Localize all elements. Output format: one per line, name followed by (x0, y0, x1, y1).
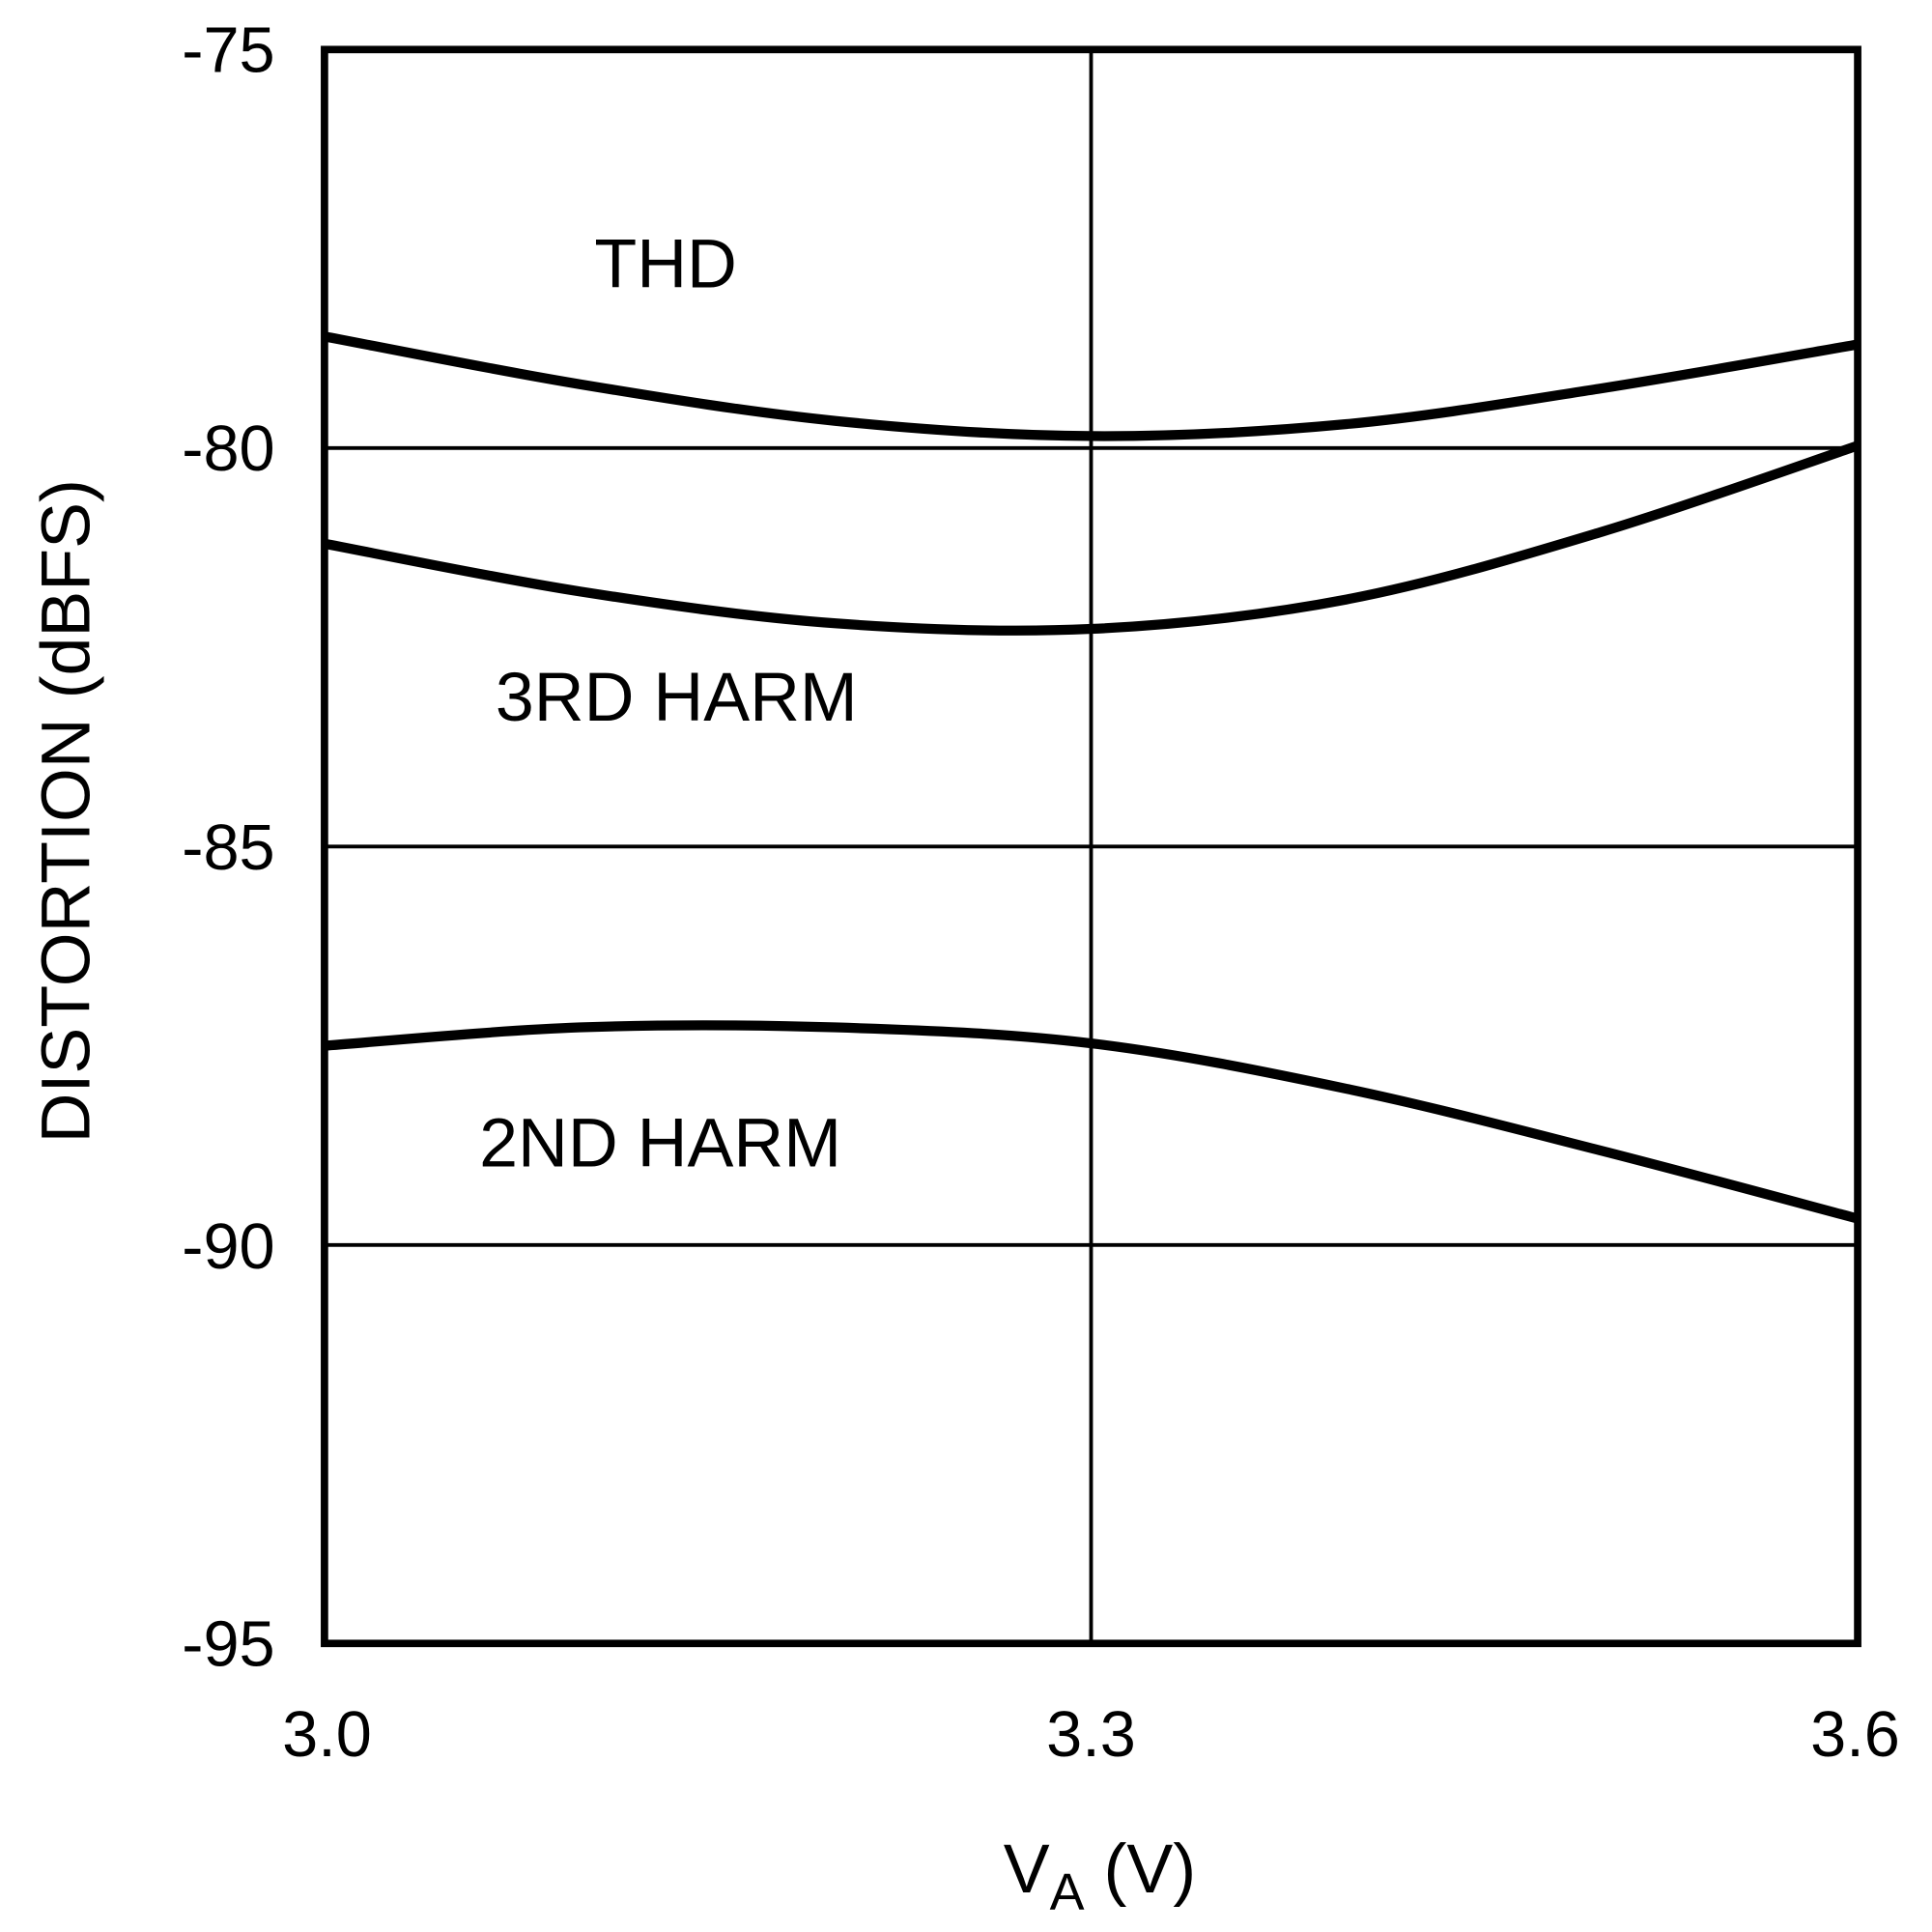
x-axis-label-main: V (1004, 1831, 1050, 1908)
y-tick-label: -75 (182, 14, 274, 86)
x-tick-label: 3.0 (282, 1699, 372, 1771)
y-axis-label: DISTORTION (dBFS) (27, 479, 104, 1143)
grid-lines (324, 49, 1859, 1644)
series-label-2nd-harm: 2ND HARM (479, 1105, 841, 1182)
series-label-thd: THD (594, 225, 737, 302)
series-label-3rd-harm: 3RD HARM (496, 659, 858, 736)
series-line-3rd-harm (323, 440, 1860, 636)
series-lines (323, 331, 1860, 1224)
y-tick-label: -90 (182, 1211, 274, 1283)
plot-frame (321, 45, 1861, 1648)
series-line-thd (323, 331, 1859, 441)
y-tick-label: -95 (182, 1608, 274, 1680)
x-tick-label: 3.6 (1810, 1699, 1900, 1771)
x-axis-label-unit: (V) (1085, 1831, 1197, 1908)
x-tick-label: 3.3 (1046, 1699, 1136, 1771)
x-axis-label: VA (V) (1004, 1831, 1196, 1921)
y-tick-label: -85 (182, 812, 274, 884)
y-tick-label: -80 (182, 413, 274, 485)
series-line-2nd-harm (324, 1020, 1860, 1224)
x-axis-label-subscript: A (1050, 1863, 1085, 1921)
